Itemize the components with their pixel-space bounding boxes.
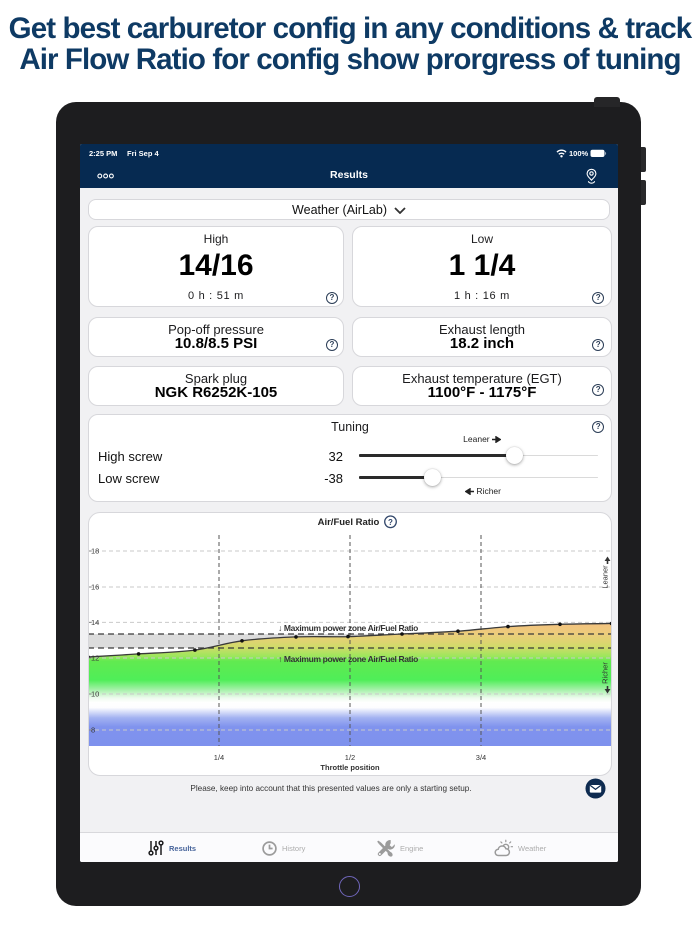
svg-text:?: ?	[388, 518, 393, 527]
svg-text:8: 8	[91, 726, 95, 735]
svg-text:3/4: 3/4	[476, 753, 486, 762]
svg-text:16: 16	[91, 583, 99, 592]
svg-text:14: 14	[91, 618, 99, 627]
svg-text:Air/Fuel Ratio: Air/Fuel Ratio	[318, 517, 380, 528]
svg-text:↓ Maximum power zone Air/Fuel: ↓ Maximum power zone Air/Fuel Ratio	[278, 623, 418, 633]
svg-text:Throttle position: Throttle position	[320, 763, 380, 772]
svg-text:1/4: 1/4	[214, 753, 224, 762]
svg-text:10: 10	[91, 690, 99, 699]
svg-text:↑ Maximum power zone Air/Fuel: ↑ Maximum power zone Air/Fuel Ratio	[278, 654, 418, 664]
svg-text:1/2: 1/2	[345, 753, 355, 762]
svg-text:18: 18	[91, 547, 99, 556]
svg-text:Leaner: Leaner	[601, 565, 610, 589]
svg-text:12: 12	[91, 654, 99, 663]
svg-text:Richer: Richer	[601, 662, 610, 684]
